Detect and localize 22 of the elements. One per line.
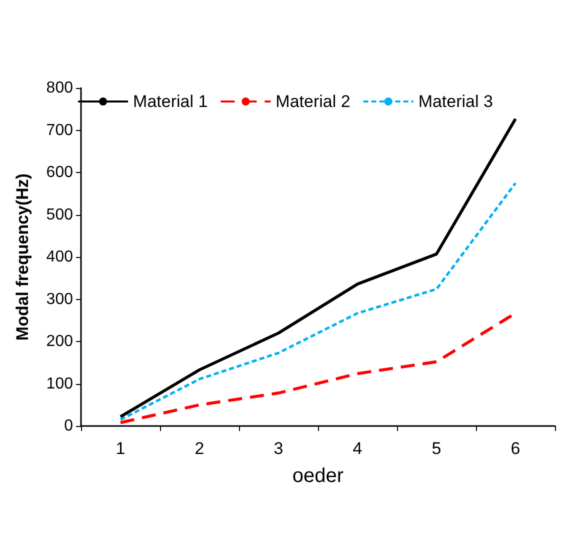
x-tick-label: 5 bbox=[432, 439, 442, 458]
legend-label: Material 2 bbox=[276, 92, 350, 111]
x-tick-label: 3 bbox=[274, 439, 284, 458]
y-tick-label: 100 bbox=[46, 375, 74, 392]
legend-label: Material 1 bbox=[133, 92, 208, 111]
y-tick-label: 300 bbox=[46, 290, 74, 308]
y-tick-label: 200 bbox=[46, 333, 74, 350]
line-series bbox=[119, 117, 517, 418]
y-tick-label: 400 bbox=[46, 248, 74, 266]
x-tick-label: 4 bbox=[352, 439, 362, 458]
x-tick-label: 6 bbox=[510, 439, 520, 458]
y-tick-label: 700 bbox=[46, 122, 74, 139]
x-tick-label: 1 bbox=[116, 439, 126, 458]
y-tick-label: 500 bbox=[46, 206, 74, 224]
y-axis-title: Modal frequency(Hz) bbox=[13, 173, 32, 341]
x-tick-label: 2 bbox=[194, 439, 204, 458]
y-tick-label: 0 bbox=[64, 418, 74, 434]
line-series bbox=[119, 182, 517, 421]
y-tick-label: 600 bbox=[46, 164, 74, 181]
x-axis-title: oeder bbox=[292, 465, 344, 487]
y-tick-label: 800 bbox=[46, 80, 74, 96]
legend-label: Material 3 bbox=[418, 92, 493, 111]
